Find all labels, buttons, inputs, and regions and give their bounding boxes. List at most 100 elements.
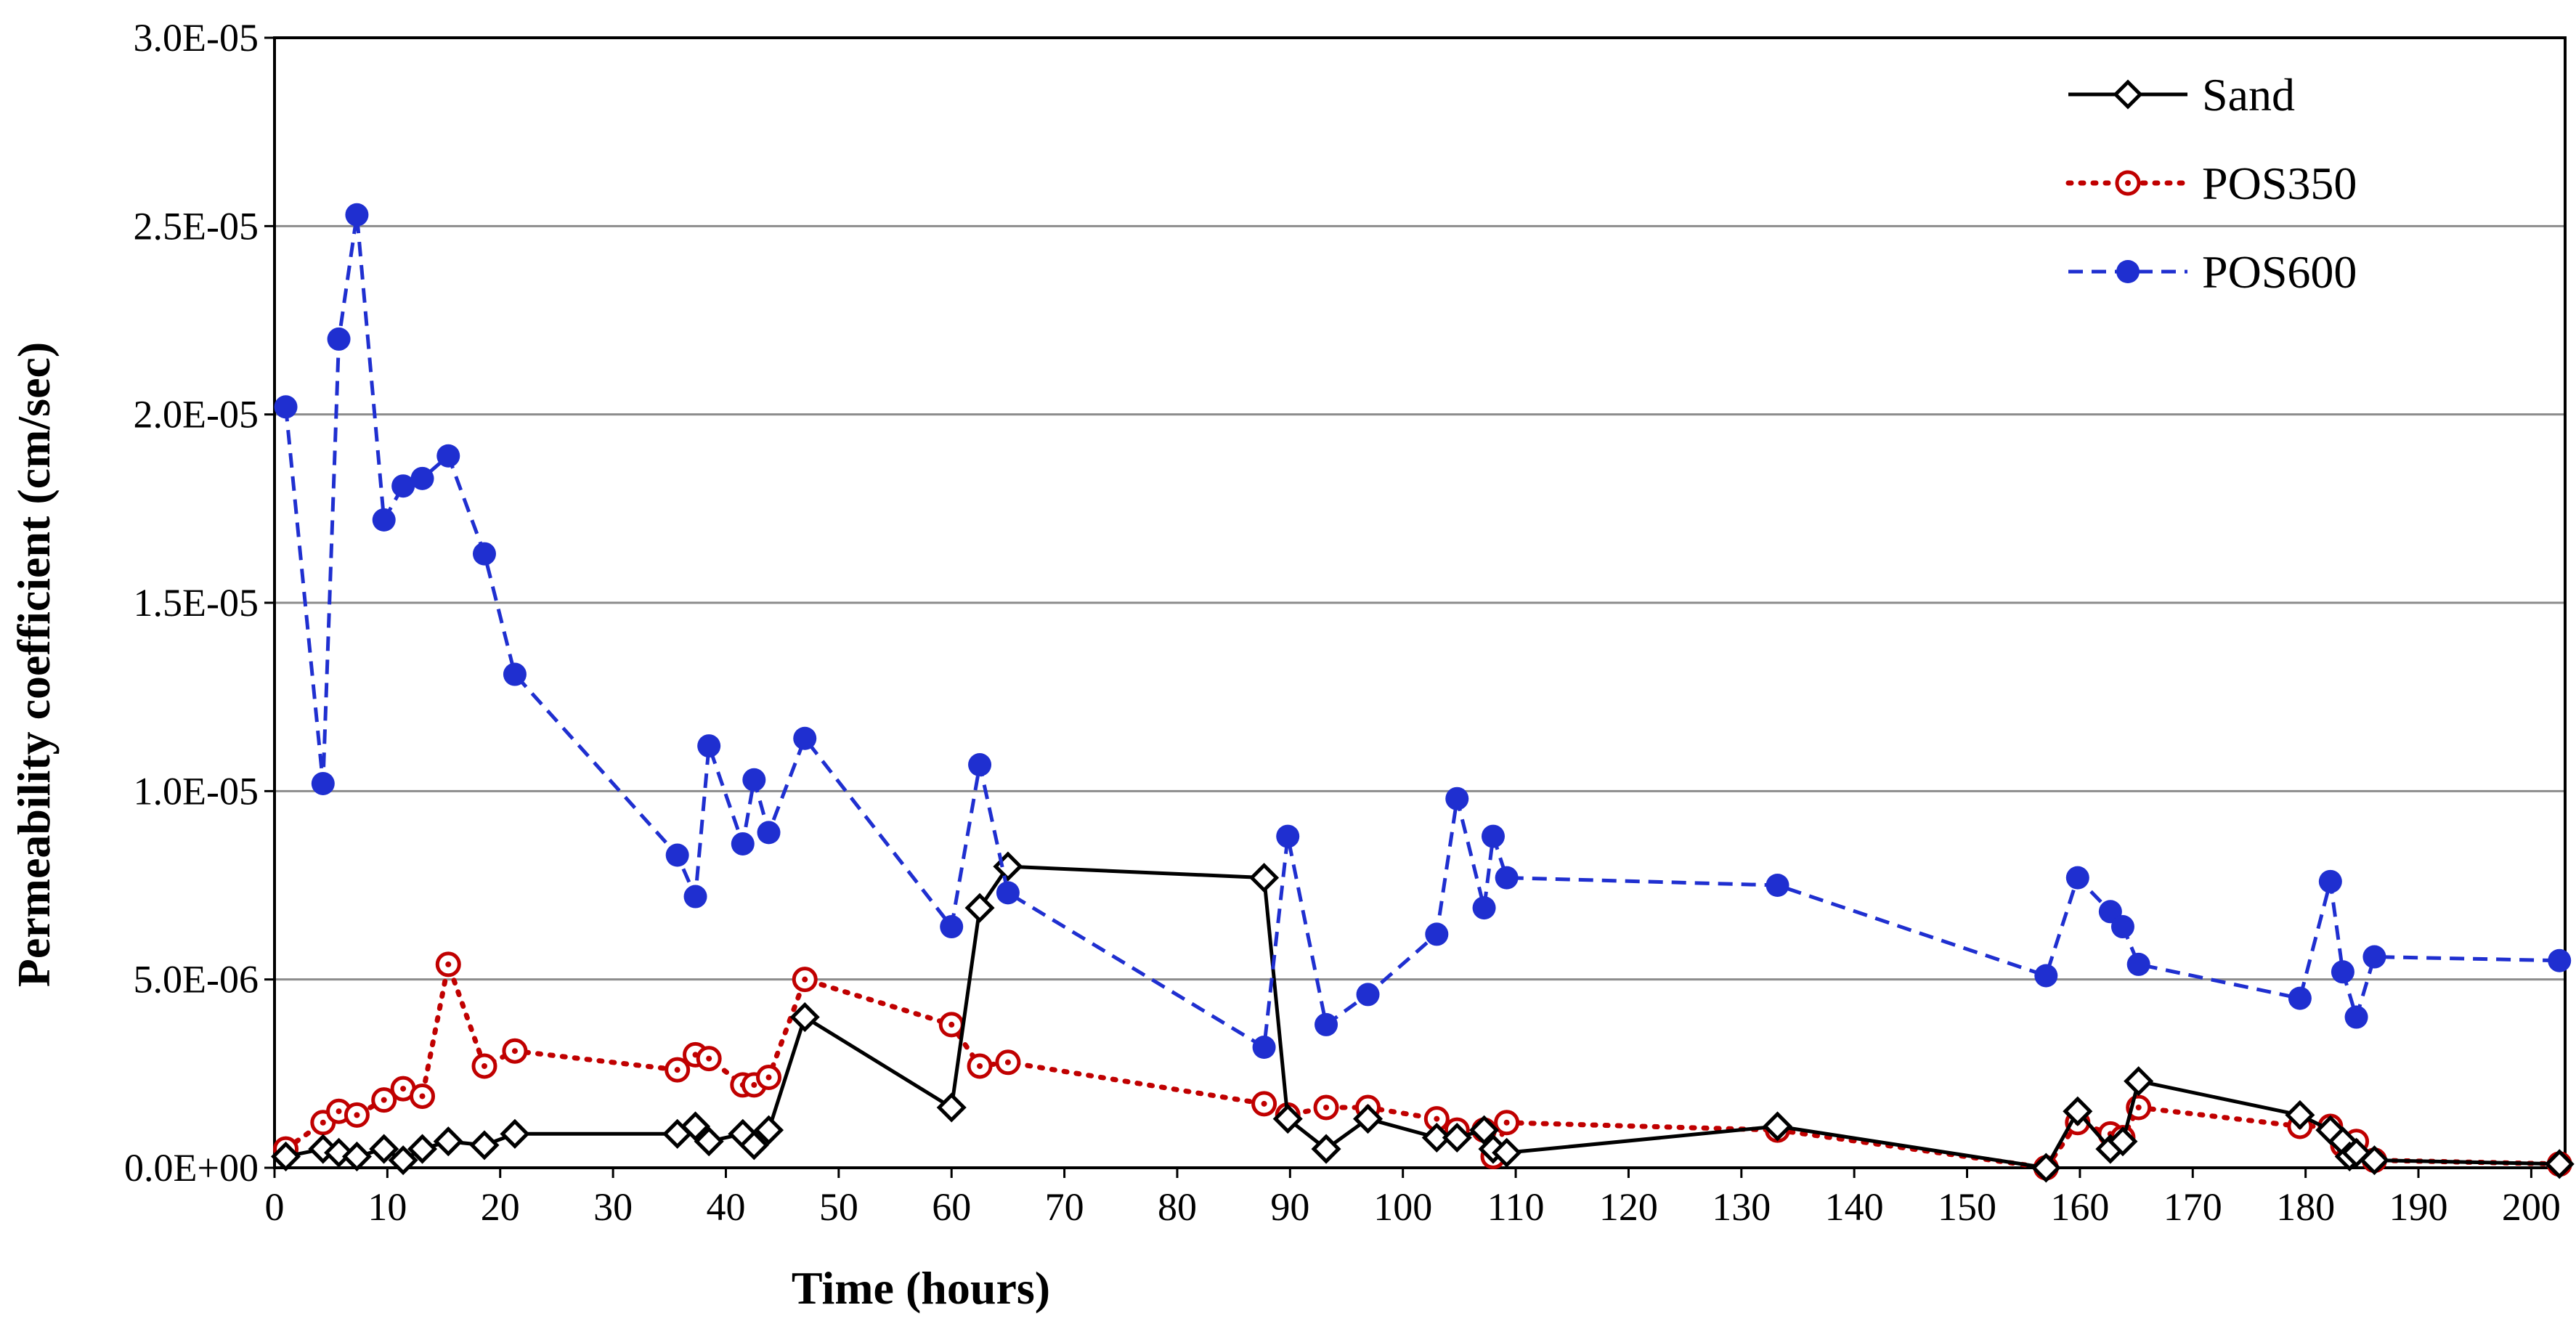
x-tick-label-14: 140 xyxy=(1825,1185,1884,1229)
data-point-pos350-2 xyxy=(326,1098,352,1124)
data-point-pos600-13 xyxy=(731,832,755,855)
data-point-sand-29 xyxy=(1762,1111,1793,1142)
data-point-pos600-2 xyxy=(327,327,351,351)
data-point-pos600-6 xyxy=(410,466,434,490)
data-point-sand-8 xyxy=(469,1130,500,1161)
data-point-sand-23 xyxy=(1352,1104,1384,1134)
y-tick-label-6: 3.0E-05 xyxy=(134,16,259,60)
data-point-pos600-33 xyxy=(2110,915,2134,939)
data-point-sand-35 xyxy=(2285,1100,2315,1130)
legend-item-sand: Sand xyxy=(2068,69,2295,121)
data-point-pos350-9-dot xyxy=(511,1048,518,1054)
data-point-sand-41 xyxy=(2544,1149,2575,1179)
x-tick-label-15: 150 xyxy=(1938,1185,1996,1229)
data-point-pos350-1-dot xyxy=(320,1119,326,1126)
data-point-pos600-15 xyxy=(757,821,781,845)
data-point-pos600-23 xyxy=(1356,983,1380,1007)
data-point-pos600-1 xyxy=(311,771,335,795)
data-point-pos350-5-dot xyxy=(400,1086,407,1092)
data-point-pos350-22 xyxy=(1313,1094,1339,1121)
data-point-pos600-9 xyxy=(503,662,527,686)
data-point-pos600-18 xyxy=(968,753,992,777)
data-point-pos350-19-dot xyxy=(1004,1059,1011,1065)
x-tick-label-13: 130 xyxy=(1712,1185,1771,1229)
data-point-pos600-19 xyxy=(996,881,1020,905)
legend-marker-pos350-dot xyxy=(2125,180,2131,186)
legend-marker-pos600 xyxy=(2116,260,2140,283)
legend-label-sand: Sand xyxy=(2202,69,2295,121)
series-line-pos600 xyxy=(284,213,2560,1049)
data-point-pos350-6 xyxy=(410,1083,436,1109)
data-point-pos350-20 xyxy=(1251,1091,1277,1117)
data-point-pos600-30 xyxy=(2034,964,2058,988)
data-point-sand-7 xyxy=(433,1126,463,1157)
data-point-pos350-15-dot xyxy=(765,1074,772,1081)
data-point-sand-4 xyxy=(369,1134,399,1164)
data-point-pos600-37 xyxy=(2331,960,2354,984)
y-tick-label-5: 2.5E-05 xyxy=(134,204,259,248)
data-point-sand-24 xyxy=(1421,1122,1452,1153)
x-tick-label-3: 30 xyxy=(593,1185,633,1229)
data-point-pos600-39 xyxy=(2362,945,2386,969)
x-tick-label-7: 70 xyxy=(1045,1185,1084,1229)
data-point-pos600-20 xyxy=(1252,1036,1276,1060)
data-point-pos350-6-dot xyxy=(419,1093,426,1100)
x-tick-label-8: 80 xyxy=(1158,1185,1197,1229)
data-point-pos350-10-dot xyxy=(674,1067,680,1073)
x-tick-label-9: 90 xyxy=(1270,1185,1309,1229)
x-tick-label-19: 190 xyxy=(2389,1185,2448,1229)
data-point-pos350-8 xyxy=(471,1053,497,1079)
data-point-pos350-7-dot xyxy=(445,961,452,967)
data-point-pos600-0 xyxy=(274,395,298,419)
data-point-sand-25 xyxy=(1442,1122,1472,1153)
data-point-pos350-10 xyxy=(665,1057,691,1083)
x-tick-label-4: 40 xyxy=(706,1185,745,1229)
data-point-sand-20 xyxy=(1249,863,1280,893)
data-point-pos600-5 xyxy=(391,474,415,498)
legend: Sand POS350 POS600 xyxy=(2065,69,2357,298)
data-point-pos600-14 xyxy=(742,768,766,792)
x-tick-label-0: 0 xyxy=(265,1185,285,1229)
data-point-sand-28 xyxy=(1492,1137,1522,1168)
data-point-pos600-35 xyxy=(2288,986,2312,1010)
series-line-sand xyxy=(285,864,2560,1170)
data-point-pos600-40 xyxy=(2548,948,2572,972)
data-point-pos600-27 xyxy=(1481,824,1505,848)
data-point-pos600-26 xyxy=(1472,896,1496,920)
data-point-pos350-22-dot xyxy=(1323,1105,1330,1111)
data-point-pos350-18 xyxy=(967,1053,993,1079)
data-point-sand-14 xyxy=(739,1130,769,1161)
data-point-pos350-19 xyxy=(995,1049,1021,1076)
data-point-pos600-25 xyxy=(1445,787,1469,810)
data-point-sand-16 xyxy=(789,1001,820,1033)
series-line-pos350 xyxy=(283,962,2562,1171)
x-tick-label-1: 10 xyxy=(367,1185,407,1229)
data-point-pos600-29 xyxy=(1766,874,1789,897)
data-point-pos350-9 xyxy=(502,1038,528,1064)
data-point-pos350-3-dot xyxy=(354,1112,360,1118)
legend-item-pos350: POS350 xyxy=(2065,158,2357,209)
x-tick-label-11: 110 xyxy=(1487,1185,1545,1229)
legend-marker-pos350 xyxy=(2115,170,2141,196)
data-point-pos600-17 xyxy=(940,915,964,939)
data-point-pos350-24-dot xyxy=(1434,1115,1440,1122)
data-point-pos350-28 xyxy=(1494,1110,1520,1136)
data-point-pos350-17 xyxy=(938,1012,964,1038)
data-point-pos600-22 xyxy=(1315,1012,1338,1036)
data-point-pos350-7 xyxy=(435,951,461,978)
series-pos600 xyxy=(274,203,2572,1060)
data-point-pos600-3 xyxy=(345,203,369,227)
data-point-pos350-17-dot xyxy=(948,1021,955,1028)
data-point-pos600-4 xyxy=(372,508,396,532)
y-tick-label-0: 0.0E+00 xyxy=(124,1146,259,1190)
data-point-sand-26 xyxy=(1469,1115,1500,1145)
data-point-pos350-2-dot xyxy=(336,1108,342,1115)
data-point-pos600-10 xyxy=(665,843,689,867)
gridlines xyxy=(275,224,2565,981)
data-point-pos350-15 xyxy=(756,1065,782,1091)
data-point-pos350-4 xyxy=(371,1087,397,1113)
x-tick-label-18: 180 xyxy=(2276,1185,2335,1229)
x-tick-label-10: 100 xyxy=(1373,1185,1432,1229)
data-point-pos350-28-dot xyxy=(1503,1119,1510,1126)
legend-label-pos600: POS600 xyxy=(2202,246,2357,298)
